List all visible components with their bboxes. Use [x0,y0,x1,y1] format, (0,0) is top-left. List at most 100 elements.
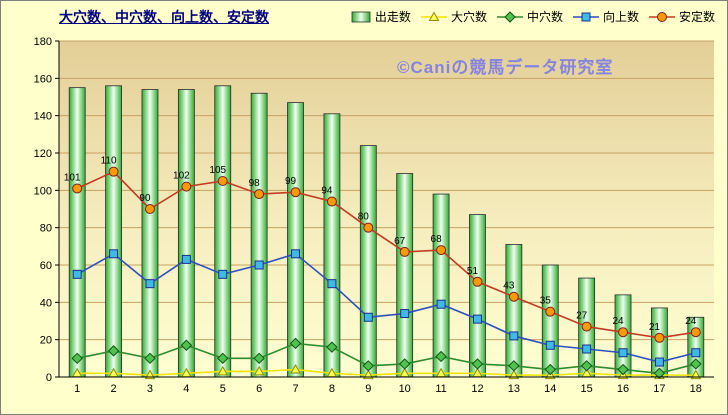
antei-marker [326,196,337,207]
antei-data-label: 68 [431,234,443,245]
y-tick-label: 0 [46,372,52,384]
antei-data-label: 99 [285,176,297,187]
kojo-marker [363,312,373,322]
y-tick-label: 80 [40,223,52,235]
legend-label-oana: 大穴数 [450,10,487,24]
kojo-marker [654,357,664,367]
plot-background [59,41,714,377]
chuana-marker [508,360,520,372]
bar-shusso-13 [505,244,523,378]
chart-title: 大穴数、中穴数、向上数、安定数 [59,9,269,25]
oana-marker [290,364,301,374]
antei-marker [217,176,228,186]
chuana-marker [326,341,338,353]
legend-item-oana: 大穴数 [420,8,487,25]
kojo-marker [145,279,155,289]
antei-data-label: 21 [649,322,661,333]
legend: 出走数 大穴数 中穴数 向上数 安定数 [350,8,715,25]
chuana-marker [144,352,156,365]
chuana-marker [253,352,265,365]
y-tick-label: 20 [40,335,52,347]
legend-label-antei: 安定数 [678,10,715,24]
bar-shusso-1 [68,87,86,378]
antei-legend-icon [648,11,675,22]
x-tick-label: 13 [508,383,520,395]
legend-label-shusso: 出走数 [374,10,411,24]
x-tick-label: 8 [329,383,335,395]
y-tick-label: 60 [40,260,52,272]
x-tick-label: 18 [690,383,702,395]
x-tick-label: 17 [653,383,665,395]
y-tick-label: 160 [34,73,52,85]
x-tick-label: 9 [365,383,371,395]
kojo-marker [218,269,228,279]
y-tick-label: 100 [34,185,52,197]
kojo-marker [327,279,337,289]
antei-marker [144,204,155,214]
antei-marker [472,276,483,287]
antei-data-label: 43 [503,281,515,292]
chuana-line [77,342,697,375]
x-tick-label: 6 [256,383,262,395]
chuana-marker [107,345,120,357]
antei-marker [254,189,265,200]
chuana-marker [653,367,666,379]
antei-marker [363,222,374,233]
antei-marker [399,246,410,257]
antei-marker [545,306,556,317]
chuana-marker [544,363,556,376]
y-tick-label: 40 [40,297,52,309]
antei-data-label: 27 [576,311,588,322]
chuana-marker [362,360,375,372]
kojo-marker [400,309,410,319]
oana-marker [253,365,265,376]
x-tick-label: 10 [399,383,411,395]
chuana-marker [217,352,229,365]
antei-data-label: 105 [209,165,226,176]
antei-marker [72,183,83,194]
antei-data-label: 35 [540,296,552,307]
bar-shusso-10 [396,173,414,378]
y-tick-label: 140 [34,111,52,123]
kojo-marker [72,269,82,279]
antei-data-label: 80 [358,212,370,223]
bar-shusso-12 [469,214,486,378]
kojo-marker [436,299,446,309]
antei-marker [654,332,665,343]
y-tick-label: 180 [34,36,52,48]
x-tick-label: 2 [111,383,117,395]
chuana-marker [617,363,629,376]
antei-data-label: 90 [139,193,151,204]
bar-shusso-14 [541,264,559,378]
bar-shusso-9 [359,145,377,378]
bar-shusso-11 [432,193,450,378]
kojo-legend-marker-icon [581,12,591,21]
bar-shusso-5 [214,85,232,378]
x-tick-label: 14 [544,383,556,395]
antei-data-label: 102 [173,171,190,182]
y-tick-label: 120 [34,148,52,160]
antei-marker [290,187,301,198]
kojo-marker [545,340,555,350]
x-tick-label: 16 [617,383,629,395]
kojo-marker [618,348,628,358]
antei-marker [618,327,629,338]
bar-shusso-8 [323,113,341,378]
chuana-marker [289,337,302,350]
watermark: ©Caniの競馬データ研究室 [397,58,614,77]
antei-marker [690,327,701,338]
x-tick-label: 12 [471,383,483,395]
kojo-marker [582,344,592,354]
x-tick-label: 7 [292,383,298,395]
bar-shusso-3 [141,89,159,378]
antei-marker [108,166,119,177]
bar-shusso-4 [177,89,195,378]
antei-data-label: 110 [101,156,117,167]
legend-item-antei: 安定数 [648,8,715,25]
x-tick-label: 1 [74,383,80,395]
kojo-legend-icon [572,12,599,21]
legend-item-chuana: 中穴数 [496,8,563,25]
antei-data-label: 94 [321,186,333,197]
